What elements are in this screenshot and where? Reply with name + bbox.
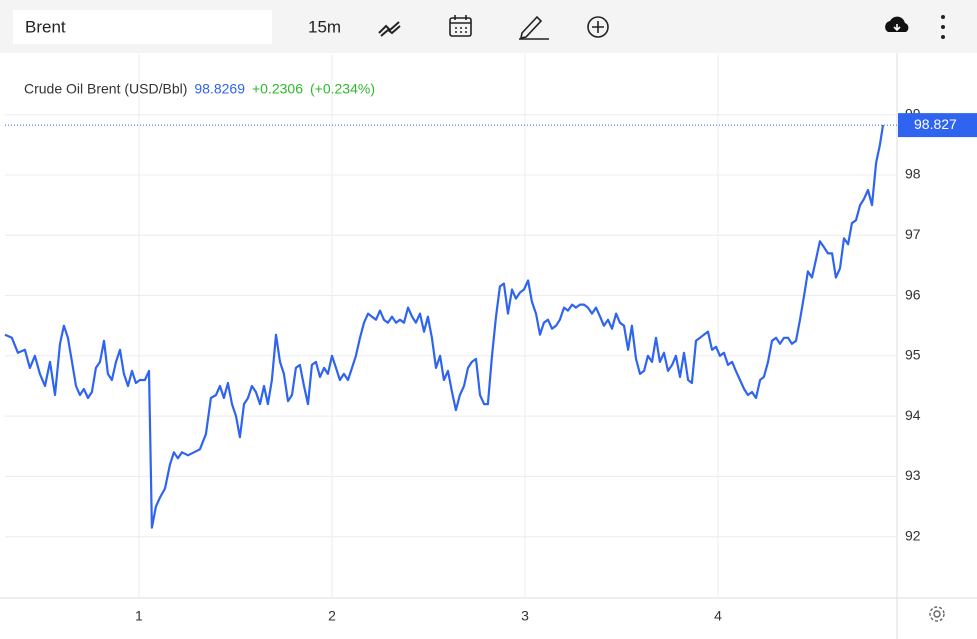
y-tick-label: 98	[905, 166, 921, 182]
settings-icon[interactable]	[929, 606, 945, 622]
y-tick-label: 95	[905, 347, 921, 363]
chart-title: Crude Oil Brent (USD/Bbl)	[24, 81, 187, 97]
price-line	[4, 124, 885, 529]
menu-icon[interactable]	[941, 15, 945, 39]
calendar-icon[interactable]	[449, 15, 472, 37]
x-tick-label: 3	[521, 608, 529, 624]
plot	[4, 54, 898, 597]
price-change-pct: (+0.234%)	[310, 81, 375, 97]
price-change: +0.2306	[252, 81, 303, 97]
price-tag-label: 98.827	[914, 116, 957, 132]
x-tick-label: 2	[328, 608, 336, 624]
y-tick-label: 96	[905, 286, 921, 302]
price-tag	[898, 113, 977, 138]
interval-button[interactable]: 15m	[308, 17, 341, 36]
y-tick-label: 97	[905, 226, 921, 242]
x-tick-label: 1	[135, 608, 143, 624]
chart-type-icon[interactable]	[378, 21, 401, 37]
add-icon[interactable]	[587, 16, 609, 38]
last-price: 98.8269	[194, 81, 245, 97]
draw-icon[interactable]	[519, 15, 549, 40]
y-tick-label: 93	[905, 467, 921, 483]
download-arrow	[893, 24, 901, 32]
x-tick-label: 4	[714, 608, 722, 624]
symbol-text: Brent	[25, 17, 66, 36]
y-tick-label: 94	[905, 407, 921, 423]
y-tick-label: 92	[905, 527, 921, 543]
symbol-input[interactable]	[13, 10, 272, 44]
